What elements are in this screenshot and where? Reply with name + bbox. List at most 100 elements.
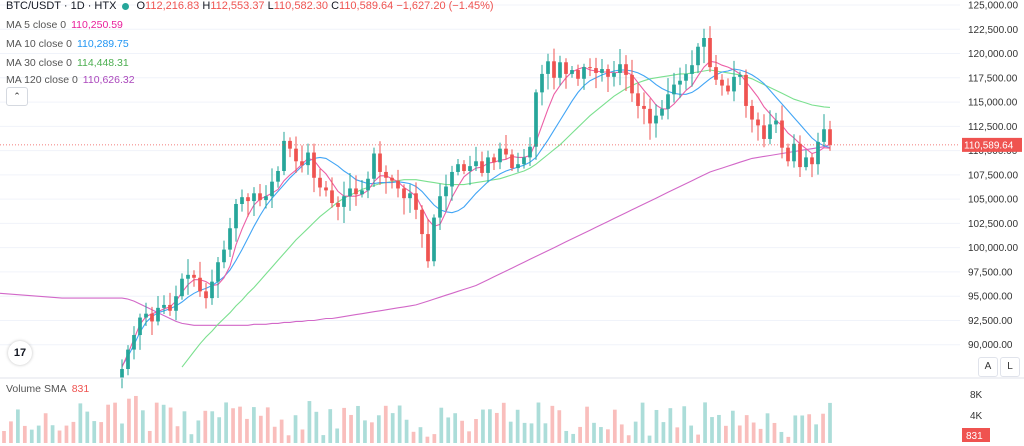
candle-body <box>564 62 568 74</box>
candle-body <box>678 80 682 85</box>
candle-body <box>696 46 700 66</box>
volume-bar <box>356 405 360 443</box>
candle-body <box>774 120 778 125</box>
open-value: 112,216.83 <box>145 0 200 12</box>
candle-body <box>648 108 652 124</box>
collapse-legend-button[interactable]: ⌃ <box>6 87 28 106</box>
last-price-tag <box>962 137 1022 152</box>
price-axis[interactable]: 125,000.00 122,500.00 120,000.00 117,500.00… <box>968 1 1018 352</box>
candle-body <box>192 274 196 278</box>
candle-body <box>336 203 340 207</box>
candle-body <box>720 79 724 86</box>
ma5-label: MA 5 close 0 <box>6 19 67 31</box>
volume-bar <box>543 423 548 443</box>
volume-bar <box>640 402 645 443</box>
volume-bar <box>404 419 409 443</box>
candle-body <box>540 73 544 93</box>
volume-bar <box>446 417 451 443</box>
candle-body <box>726 85 730 92</box>
candle-body <box>216 262 220 282</box>
candle-body <box>438 196 442 218</box>
legend-ma120[interactable]: MA 120 close 0 110,626.32 <box>6 74 135 86</box>
volume-bar <box>529 423 534 443</box>
candle-body <box>126 349 130 369</box>
candle-body <box>354 188 358 195</box>
candle-body <box>186 274 190 279</box>
volume-bar <box>800 415 805 443</box>
candle-body <box>258 193 262 201</box>
volume-bar <box>474 419 478 443</box>
volume-bar <box>814 424 818 443</box>
candle-body <box>282 140 286 171</box>
log-scale-button[interactable]: L <box>1000 357 1020 377</box>
auto-scale-button[interactable]: A <box>978 357 998 377</box>
volume-bar <box>793 415 798 443</box>
volume-bar <box>571 433 576 443</box>
ma10-line <box>121 68 831 367</box>
legend-ma5[interactable]: MA 5 close 0 110,250.59 <box>6 19 123 31</box>
volume-bar <box>196 420 201 443</box>
volume-legend[interactable]: Volume SMA 831 <box>6 383 89 395</box>
candle-body <box>288 140 292 149</box>
volume-bar <box>703 402 707 443</box>
volume-bar <box>71 421 76 443</box>
volume-bar <box>140 410 145 443</box>
tradingview-logo-icon[interactable]: 17 <box>8 341 32 365</box>
candle-body <box>456 164 460 172</box>
price-tick-label: 125,000.00 <box>968 1 1018 12</box>
symbol-header: BTC/USDT · 1D · HTX O112,216.83 H112,553… <box>6 0 494 12</box>
candle-body <box>264 196 268 201</box>
chevron-up-icon: ⌃ <box>13 91 21 101</box>
candle-body <box>792 143 796 162</box>
candle-body <box>780 120 784 148</box>
volume-bar <box>744 415 749 443</box>
volume-bar <box>425 436 430 443</box>
ma5-line <box>121 60 831 368</box>
volume-bar <box>293 415 298 443</box>
candle-body <box>372 153 376 179</box>
candle-body <box>546 61 550 74</box>
candle-body <box>312 152 316 178</box>
price-tick-label: 102,500.00 <box>968 219 1018 230</box>
ma5-line-group <box>121 60 831 368</box>
volume-bar <box>682 406 687 443</box>
candle-body <box>318 177 322 188</box>
candle-body <box>594 68 598 73</box>
candle-body <box>348 188 352 197</box>
price-tick-label: 100,000.00 <box>968 243 1018 254</box>
candle-body <box>204 291 208 299</box>
candle-body <box>798 143 802 168</box>
price-tick-label: 92,500.00 <box>968 316 1013 327</box>
volume-bar <box>737 425 742 443</box>
legend-ma30[interactable]: MA 30 close 0 114,448.31 <box>6 57 129 69</box>
symbol-title[interactable]: BTC/USDT · 1D · HTX <box>6 0 117 12</box>
price-tick-label: 122,500.00 <box>968 25 1018 36</box>
volume-bar <box>328 409 333 443</box>
volume-bar <box>376 415 381 443</box>
volume-bar <box>724 425 728 443</box>
legend-ma10[interactable]: MA 10 close 0 110,289.75 <box>6 38 129 50</box>
candle-body <box>600 69 604 73</box>
candles[interactable] <box>120 26 832 389</box>
volume-bar <box>654 409 659 443</box>
candle-body <box>210 281 214 299</box>
volume-bar <box>210 411 215 443</box>
close-value: 110,589.64 <box>339 0 394 12</box>
ma30-line <box>181 69 831 368</box>
volume-bar <box>50 425 55 443</box>
volume-bar <box>439 407 444 443</box>
candle-body <box>636 93 640 106</box>
volume-bar <box>120 423 124 443</box>
candle-body <box>252 193 256 202</box>
volume-bar <box>217 417 222 443</box>
volume-bar <box>668 408 673 443</box>
ma10-label: MA 10 close 0 <box>6 38 72 50</box>
candle-body <box>408 193 412 199</box>
volume-bar <box>85 411 90 443</box>
candle-body <box>558 62 562 78</box>
volume-bar <box>168 407 173 443</box>
candle-body <box>810 157 814 165</box>
logo-text: 17 <box>13 347 27 359</box>
